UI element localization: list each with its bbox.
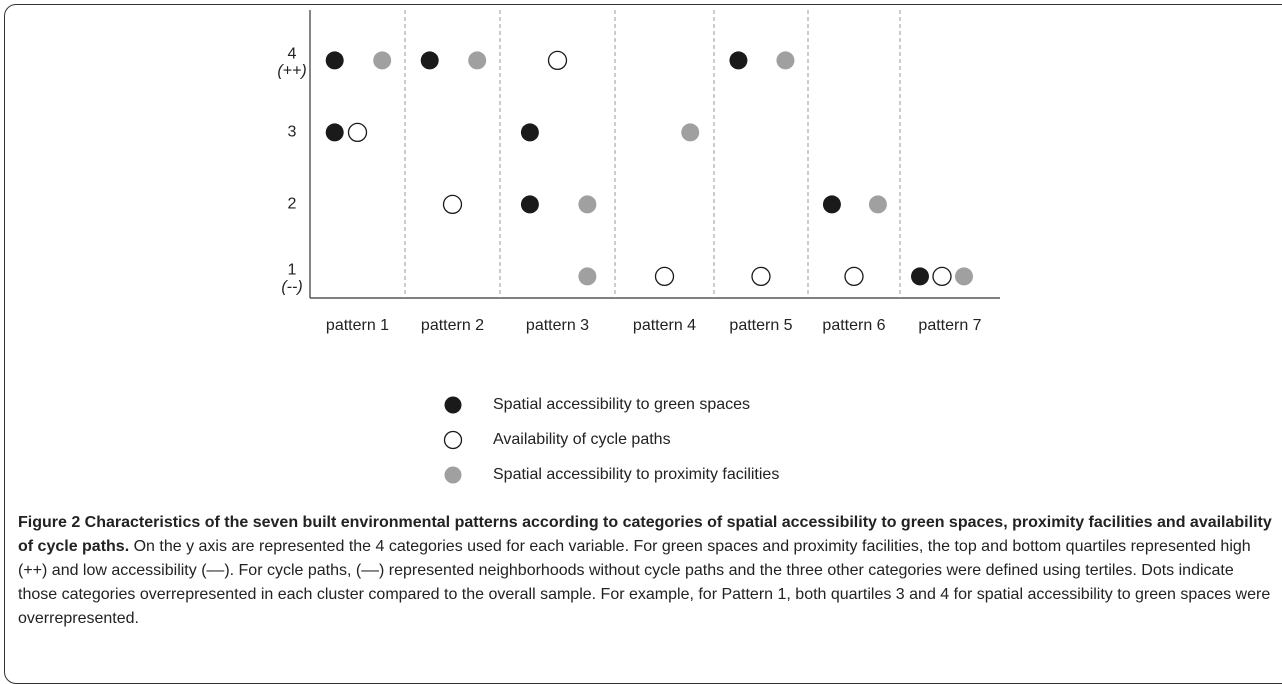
dot [325,123,344,142]
dot [420,51,439,70]
legend-label: Spatial accessibility to proximity facil… [493,466,779,483]
dot [442,194,463,215]
dot [681,123,700,142]
x-tick-label: pattern 5 [729,317,792,334]
y-tick-label: 3 [288,124,297,141]
caption: Figure 2 Characteristics of the seven bu… [18,511,1276,631]
chart: 1(--) 2 3 4(++) pattern 1 pattern 2 pattern 3 p… [277,10,1000,484]
caption-text: On the y axis are represented the 4 cate… [18,538,1271,627]
dot [347,122,368,143]
y-tick-label: 1 [288,262,297,279]
dot [520,123,539,142]
dot [578,195,597,214]
dot [822,195,841,214]
x-tick-label: pattern 7 [918,317,981,334]
legend-label: Availability of cycle paths [493,431,671,448]
legend-marker [443,430,463,450]
x-tick-label: pattern 6 [822,317,885,334]
y-tick-label: 4 [288,46,297,63]
dot [844,266,864,287]
dot [547,50,568,71]
x-tick-label: pattern 4 [633,317,696,334]
y-tick-label: 2 [288,196,297,213]
dot [955,267,973,286]
y-tick-sublabel: (++) [277,63,306,80]
dot [578,267,597,286]
dot [776,51,795,70]
dot [911,267,929,286]
legend-marker [444,466,462,484]
x-tick-label: pattern 2 [421,317,484,334]
y-tick-sublabel: (--) [281,279,302,296]
dot [654,266,675,287]
dot [520,195,539,214]
dot [729,51,748,70]
caption-title: Figure 2 Characteristics of the seven bu… [18,514,1272,555]
dot [468,51,487,70]
x-tick-label: pattern 1 [326,317,389,334]
dot [373,51,392,70]
dot [325,51,344,70]
dot [751,266,771,287]
dot [868,195,887,214]
legend-label: Spatial accessibility to green spaces [493,396,750,413]
x-tick-label: pattern 3 [526,317,589,334]
legend-marker [444,396,462,414]
page: {"chart_data": {"type": "dot-matrix", "c… [4,4,1282,684]
dot [932,266,952,287]
